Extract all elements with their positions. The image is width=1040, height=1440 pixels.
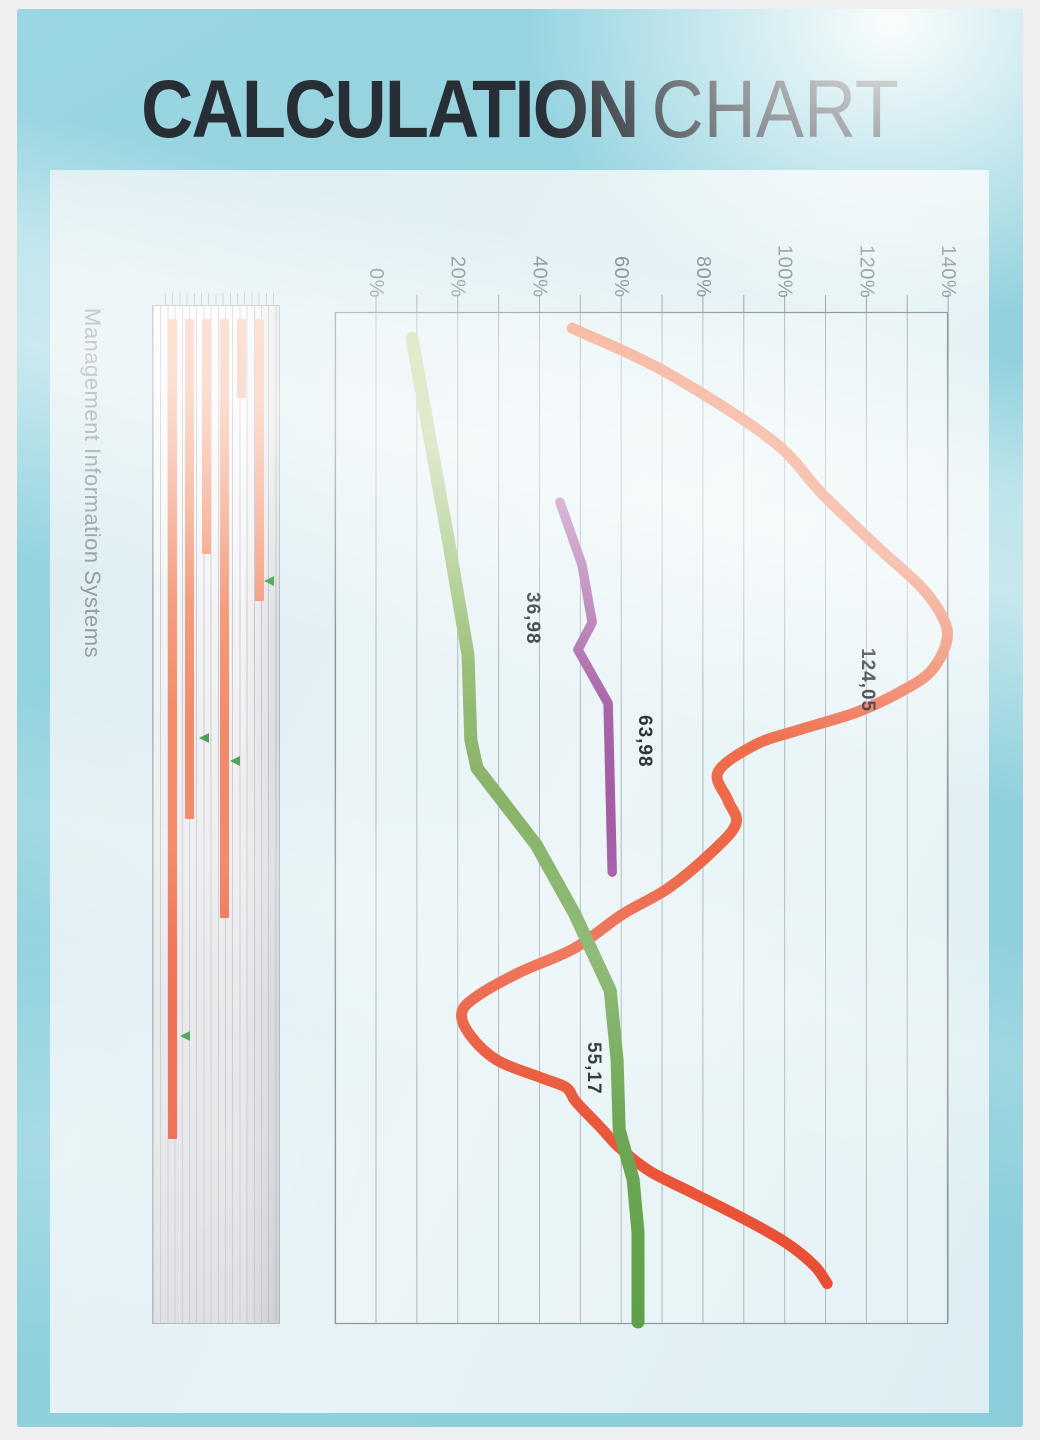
bar [237,319,247,398]
triangle-marker-icon [230,755,241,766]
title-bold: CALCULATION [141,64,639,155]
bar [202,319,212,555]
line-chart [334,295,954,1329]
bar [219,319,229,919]
bar [254,319,264,601]
value-annotation: 124,05 [857,647,879,712]
triangle-marker-icon [264,575,274,586]
bar-chart-panel [152,293,280,1324]
bar-chart-ruler-ticks [165,293,275,305]
axis-tick-label: 120% [855,244,878,298]
side-label: Management Information Systems [80,308,105,659]
axis-tick-label: 0% [365,268,387,298]
title-light: CHART [651,64,899,155]
bar [167,319,177,1139]
axis-tick-label: 20% [446,256,469,298]
poster-title: CALCULATION CHART [77,64,962,155]
value-annotation: 55,17 [583,1041,605,1095]
poster-canvas: CALCULATION CHART Management Information … [17,9,1023,1427]
axis-tick-label: 60% [610,256,633,298]
axis-tick-label: 40% [528,256,551,298]
axis-tick-label: 80% [691,256,714,298]
axis-tick-label: 140% [937,244,960,298]
bar [184,319,194,819]
axis-tick-label: 100% [773,244,796,298]
value-annotation: 36,98 [521,592,543,645]
triangle-marker-icon [180,1031,190,1042]
value-annotation: 63,98 [633,715,655,768]
triangle-marker-icon [199,733,210,744]
